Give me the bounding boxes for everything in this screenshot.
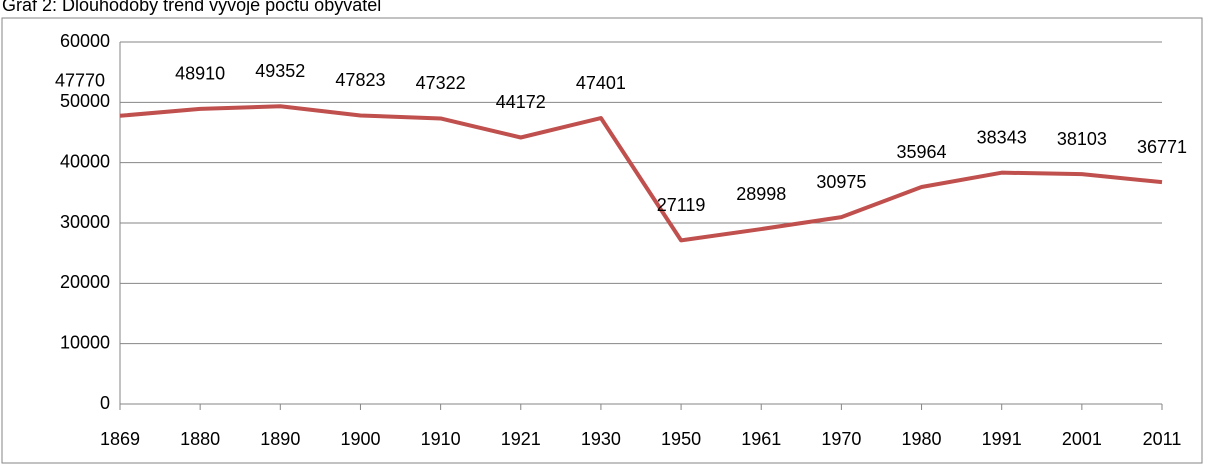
x-tick-label: 1890 [260,429,300,449]
data-label: 38343 [977,127,1027,147]
x-tick-label: 2011 [1143,429,1182,449]
data-label: 38103 [1057,129,1107,149]
x-tick-label: 1961 [741,429,781,449]
x-tick-label: 1930 [581,429,621,449]
chart-title: Graf 2: Dlouhodobý trend vývoje počtu ob… [2,0,381,15]
line [119,104,1163,243]
data-label: 47770 [55,71,105,91]
x-tick-label: 1970 [821,429,861,449]
data-label: 27119 [657,195,706,215]
x-tick-label: 1869 [100,429,140,449]
y-tick-label: 20000 [60,272,110,292]
x-tick-label: 1921 [501,429,541,449]
x-tick-label: 1950 [661,429,701,449]
y-tick-label: 0 [100,393,110,413]
data-label: 47401 [576,73,626,93]
data-label: 30975 [816,172,866,192]
y-tick-label: 60000 [60,31,110,51]
data-label: 47322 [416,73,466,93]
data-label: 44172 [496,92,546,112]
data-label: 47823 [335,70,385,90]
x-tick-label: 1900 [340,429,380,449]
data-label: 49352 [255,61,305,81]
y-tick-label: 10000 [60,332,110,352]
y-tick-label: 40000 [60,151,110,171]
y-tick-label: 30000 [60,212,110,232]
data-label: 35964 [897,142,947,162]
x-tick-label: 2001 [1062,429,1102,449]
data-label: 36771 [1137,137,1187,157]
chart-border [1,17,1203,464]
data-label: 48910 [175,64,225,84]
x-tick-label: 1880 [180,429,220,449]
x-tick-label: 1980 [902,429,942,449]
y-tick-label: 50000 [60,91,110,111]
x-tick-label: 1991 [982,429,1022,449]
x-tick-label: 1910 [421,429,461,449]
data-label: 28998 [736,184,786,204]
